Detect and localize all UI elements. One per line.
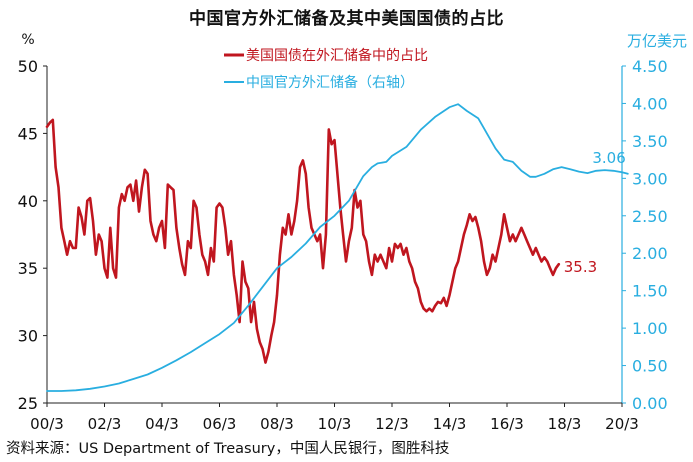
treasury-share-series-line [45, 118, 561, 364]
left-tick-label: 40 [18, 192, 38, 211]
x-tick-label: 16/3 [490, 415, 524, 433]
right-tick-label: 2.00 [632, 244, 668, 263]
treasury-share-end-label: 35.3 [564, 258, 597, 276]
x-tick-label: 10/3 [318, 415, 352, 433]
right-tick-label: 4.50 [632, 57, 668, 76]
right-tick-label: 1.00 [632, 319, 668, 338]
legend-label-treasury-share: 美国国债在外汇储备中的占比 [246, 47, 428, 64]
reserves-end-label: 3.06 [592, 149, 625, 167]
right-tick-label: 3.50 [632, 132, 668, 151]
chart-title: 中国官方外汇储备及其中美国国债的占比 [189, 9, 504, 29]
left-tick-label: 45 [18, 124, 38, 143]
x-tick-label: 02/3 [88, 415, 122, 433]
left-tick-label: 50 [18, 57, 38, 76]
left-tick-label: 35 [18, 259, 38, 278]
x-tick-label: 04/3 [145, 415, 179, 433]
right-tick-label: 4.00 [632, 94, 668, 113]
left-unit-label: % [21, 32, 34, 48]
x-tick-label: 14/3 [433, 415, 467, 433]
x-tick-label: 12/3 [375, 415, 409, 433]
x-tick-label: 08/3 [260, 415, 294, 433]
right-unit-label: 万亿美元 [627, 32, 687, 50]
right-tick-label: 0.50 [632, 357, 668, 376]
left-tick-label: 30 [18, 327, 38, 346]
x-tick-label: 06/3 [203, 415, 237, 433]
x-tick-label: 20/3 [605, 415, 639, 433]
right-tick-label: 1.50 [632, 282, 668, 301]
x-tick-label: 18/3 [548, 415, 582, 433]
right-tick-label: 3.00 [632, 169, 668, 188]
right-tick-label: 2.50 [632, 207, 668, 226]
x-tick-label: 00/3 [30, 415, 64, 433]
reserves-series-line [46, 103, 629, 392]
legend-label-reserves: 中国官方外汇储备（右轴） [246, 74, 414, 91]
left-tick-label: 25 [18, 394, 38, 413]
source-note: 资料来源：US Department of Treasury，中国人民银行，图胜… [6, 441, 450, 457]
right-tick-label: 0.00 [632, 394, 668, 413]
